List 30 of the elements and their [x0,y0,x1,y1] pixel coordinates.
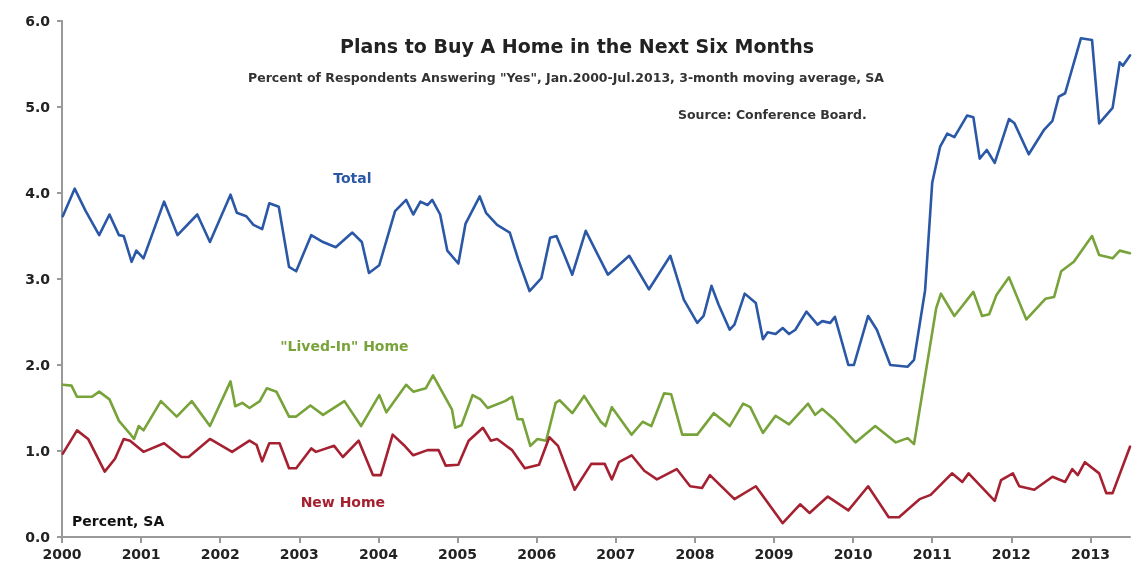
text: Total [333,169,372,186]
text: Plans to Buy A Home in the Next Six Months [340,34,815,57]
x-tick-label: 2001 [121,546,161,562]
x-tick-label: 2005 [438,546,478,562]
annotation: Source: Conference Board. [678,107,867,122]
x-tick-label: 2007 [596,546,636,562]
y-tick-label: 3.0 [25,271,51,287]
y-axis-title: Percent, SA [72,513,165,529]
y-tick-label: 1.0 [25,443,51,459]
x-tick-label: 2003 [279,546,319,562]
x-tick-label: 2008 [675,546,715,562]
x-tick-label: 2009 [754,546,794,562]
text: "Lived-In" Home [280,338,409,355]
x-tick-label: 2004 [358,546,399,562]
y-tick-label: 0.0 [25,529,51,545]
x-tick-label: 2011 [912,546,952,562]
y-tick-label: 4.0 [25,185,51,201]
y-tick-label: 6.0 [25,13,51,29]
x-tick-label: 2000 [42,546,82,562]
x-tick-label: 2013 [1070,546,1110,562]
series-label: New Home [300,494,386,511]
y-tick-label: 2.0 [25,357,51,373]
x-tick-label: 2010 [833,546,873,562]
line-series [61,36,1132,369]
y-tick-label: 5.0 [25,99,51,115]
line-series [61,234,1132,448]
x-tick-label: 2002 [200,546,240,562]
x-tick-label: 2006 [517,546,557,562]
x-tick-label: 2012 [991,546,1031,562]
text: Percent of Respondents Answering "Yes", Jan.2000-Jul.2013, 3-month moving average, SA [248,70,885,85]
